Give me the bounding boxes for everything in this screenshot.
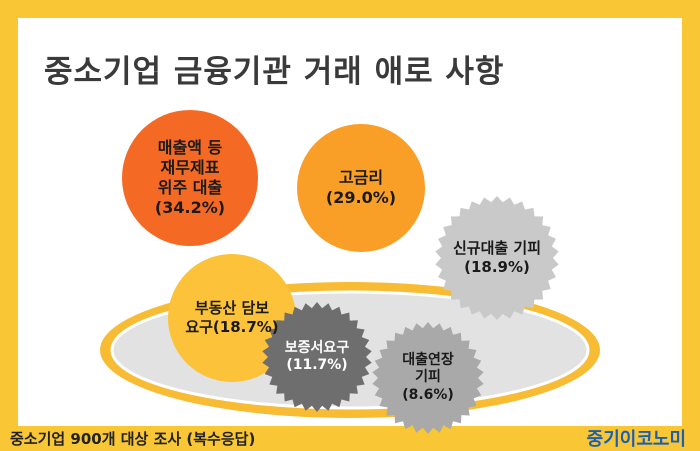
bubble-financial-statements-label: 매출액 등 재무제표 위주 대출 (34.2%) bbox=[154, 138, 226, 217]
page-title: 중소기업 금융기관 거래 애로 사항 bbox=[44, 54, 505, 90]
bubble-loan-extension-avoidance-label: 대출연장 기피 (8.6%) bbox=[402, 351, 454, 403]
bubble-guarantee-requirement bbox=[262, 302, 372, 412]
bubble-real-estate-collateral-label: 부동산 담보 요구(18.7%) bbox=[185, 299, 279, 336]
bubble-guarantee-requirement-label: 보증서요구 (11.7%) bbox=[284, 339, 350, 374]
bubble-financial-statements bbox=[122, 110, 258, 246]
bubble-new-loan-avoidance bbox=[435, 196, 559, 320]
footer-note: 중소기업 900개 대상 조사 (복수응답) bbox=[10, 430, 256, 448]
bubble-loan-extension-avoidance bbox=[372, 322, 484, 434]
brand-logo: 중기이코노미 bbox=[586, 429, 686, 450]
bubble-new-loan-avoidance-label: 신규대출 기피 (18.9%) bbox=[452, 239, 542, 276]
bubble-real-estate-collateral bbox=[168, 254, 296, 382]
bubble-high-interest bbox=[297, 124, 425, 252]
bubble-high-interest-label: 고금리 (29.0%) bbox=[325, 168, 397, 207]
